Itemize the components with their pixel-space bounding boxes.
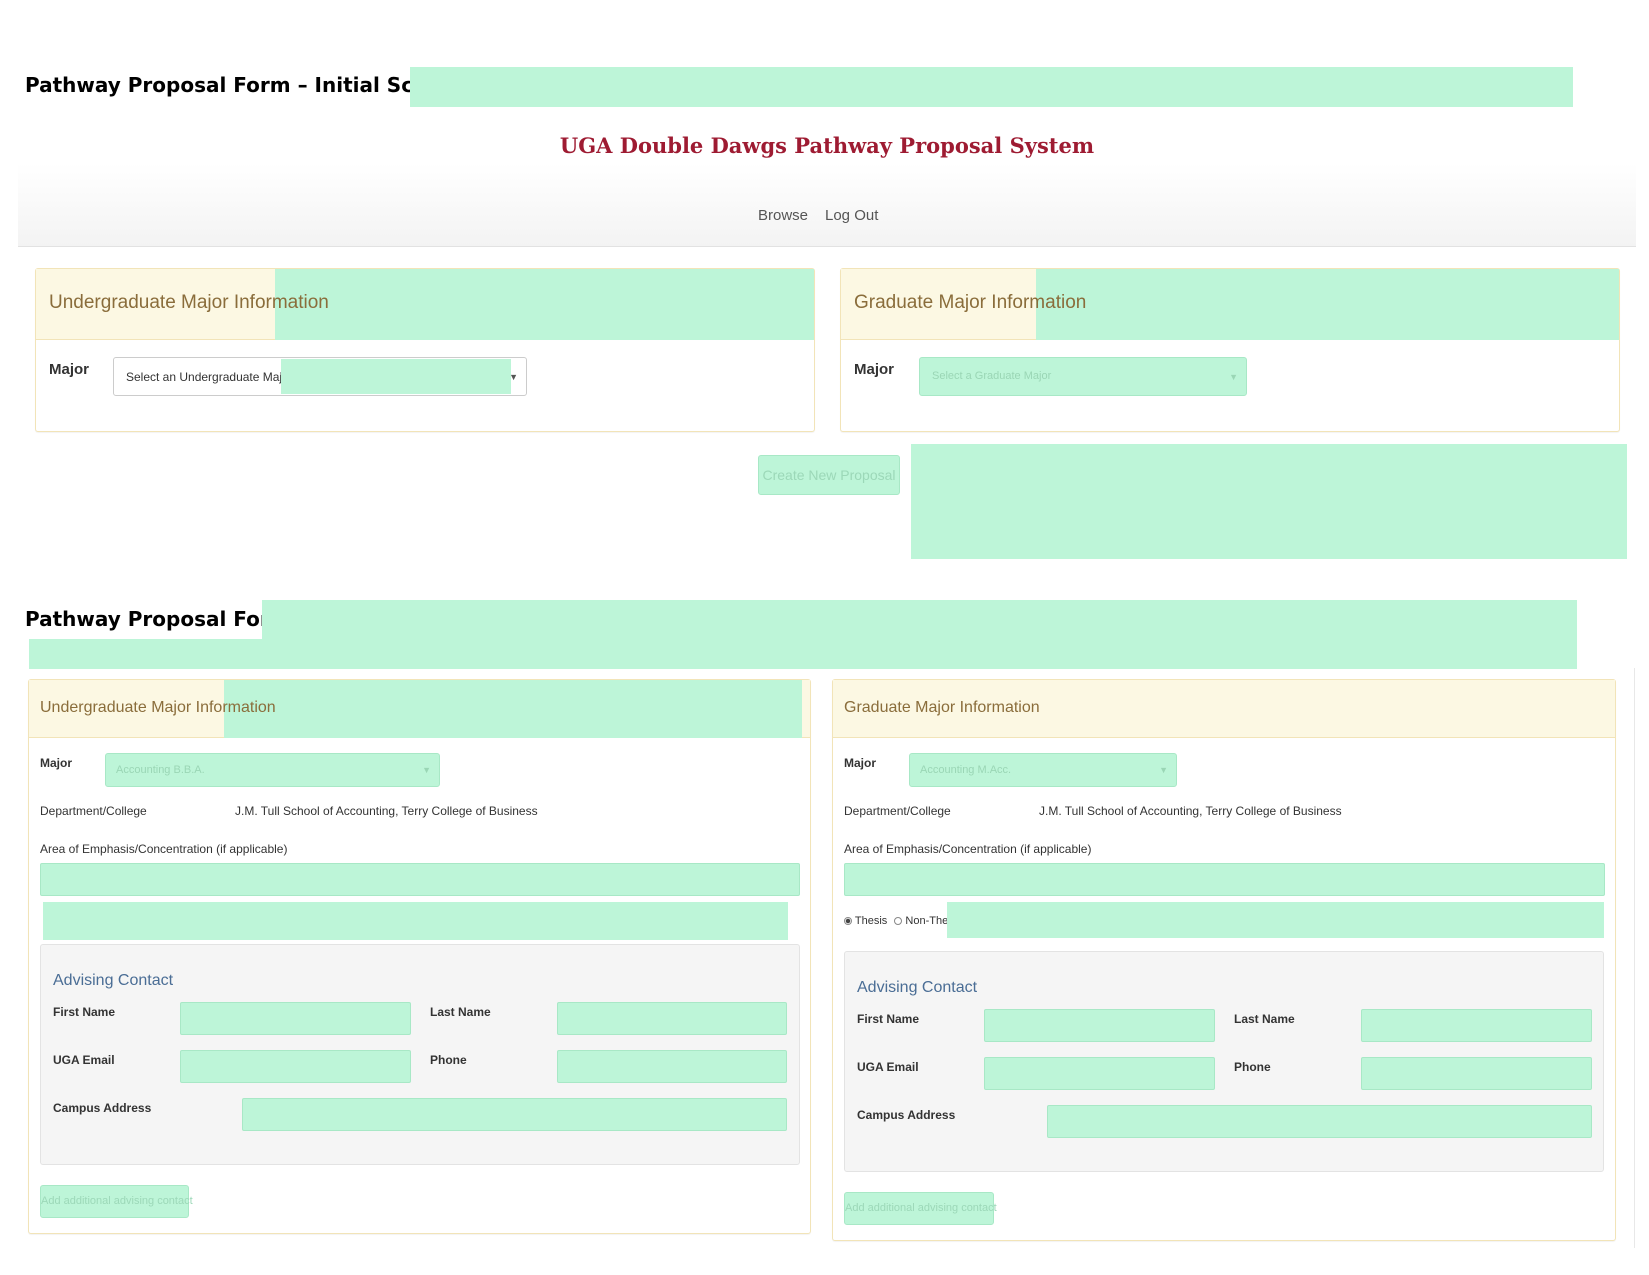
emphasis-input[interactable] <box>40 863 800 896</box>
grad-major-select[interactable]: Select a Graduate Major ▼ <box>919 357 1247 396</box>
form-heading: Pathway Proposal Form: <box>25 607 299 631</box>
first-name-label: First Name <box>53 1005 116 1019</box>
frame-divider <box>1634 668 1635 1248</box>
initial-screen-heading: Pathway Proposal Form – Initial Screen: <box>25 73 473 97</box>
app-header <box>18 118 1636 247</box>
grad-major-select[interactable]: Accounting M.Acc. ▼ <box>909 753 1177 787</box>
department-label: Department/College <box>40 804 147 818</box>
campus-address-input[interactable] <box>1047 1105 1592 1138</box>
advising-contact-title: Advising Contact <box>857 979 978 996</box>
highlight-block <box>43 902 788 940</box>
nav-browse-link[interactable]: Browse <box>758 207 809 224</box>
non-thesis-radio[interactable] <box>894 917 903 926</box>
undergrad-major-select[interactable]: Accounting B.B.A. ▼ <box>105 753 440 787</box>
form-grad-panel: Graduate Major Information Major Account… <box>832 679 1616 1241</box>
first-name-input[interactable] <box>984 1009 1215 1042</box>
department-value: J.M. Tull School of Accounting, Terry Co… <box>1039 804 1342 818</box>
emphasis-input[interactable] <box>844 863 1605 896</box>
major-label: Major <box>844 756 877 770</box>
advising-contact-title: Advising Contact <box>53 972 174 989</box>
highlight-bar <box>410 67 1573 107</box>
panel-heading <box>833 680 1615 738</box>
chevron-down-icon: ▼ <box>1159 765 1168 775</box>
initial-grad-panel: Graduate Major Information Major Select … <box>840 268 1620 432</box>
last-name-input[interactable] <box>1361 1009 1592 1042</box>
campus-address-label: Campus Address <box>857 1108 956 1122</box>
add-advising-contact-button[interactable]: Add additional advising contact <box>844 1192 997 1225</box>
email-input[interactable] <box>984 1057 1215 1090</box>
highlight-block <box>947 902 1604 938</box>
highlight-block <box>275 269 814 340</box>
select-value: Accounting M.Acc. <box>920 764 1012 776</box>
phone-input[interactable] <box>1361 1057 1592 1090</box>
app-title: UGA Double Dawgs Pathway Proposal System <box>559 133 1095 158</box>
last-name-label: Last Name <box>1234 1012 1295 1026</box>
highlight-block <box>224 680 802 738</box>
create-new-proposal-button[interactable]: Create New Proposal <box>758 455 900 495</box>
panel-title: Undergraduate Major Information <box>40 699 276 716</box>
panel-title: Graduate Major Information <box>854 292 1087 313</box>
emphasis-label: Area of Emphasis/Concentration (if appli… <box>40 842 288 856</box>
last-name-input[interactable] <box>557 1002 787 1035</box>
first-name-input[interactable] <box>180 1002 411 1035</box>
major-label: Major <box>40 756 73 770</box>
nav-logout-link[interactable]: Log Out <box>825 207 879 224</box>
initial-undergrad-panel: Undergraduate Major Information Major Se… <box>35 268 815 432</box>
panel-title: Undergraduate Major Information <box>49 292 329 313</box>
phone-label: Phone <box>1234 1060 1271 1074</box>
highlight-block <box>281 359 511 394</box>
advising-contact-well: Advising Contact First Name Last Name UG… <box>844 951 1604 1172</box>
highlight-bar <box>29 639 1577 669</box>
campus-address-input[interactable] <box>242 1098 787 1131</box>
thesis-radio[interactable] <box>844 917 852 926</box>
phone-label: Phone <box>430 1053 467 1067</box>
email-label: UGA Email <box>53 1053 115 1067</box>
campus-address-label: Campus Address <box>53 1101 152 1115</box>
thesis-radio-group: Thesis Non-Thesis <box>844 915 962 927</box>
form-undergrad-panel: Undergraduate Major Information Major Ac… <box>28 679 811 1234</box>
email-input[interactable] <box>180 1050 411 1083</box>
highlight-block <box>911 444 1627 559</box>
add-advising-contact-button[interactable]: Add additional advising contact <box>40 1185 193 1218</box>
major-label: Major <box>49 361 90 378</box>
chevron-down-icon: ▼ <box>509 371 518 382</box>
highlight-block <box>1036 269 1619 340</box>
advising-contact-well: Advising Contact First Name Last Name UG… <box>40 944 800 1165</box>
select-placeholder: Select a Graduate Major <box>932 370 1052 382</box>
phone-input[interactable] <box>557 1050 787 1083</box>
chevron-down-icon: ▼ <box>1229 371 1238 382</box>
department-value: J.M. Tull School of Accounting, Terry Co… <box>235 804 538 818</box>
first-name-label: First Name <box>857 1012 920 1026</box>
email-label: UGA Email <box>857 1060 919 1074</box>
select-value: Accounting B.B.A. <box>116 764 205 776</box>
major-label: Major <box>854 361 895 378</box>
panel-title: Graduate Major Information <box>844 699 1040 716</box>
select-value: Select an Undergraduate Major <box>126 370 293 384</box>
emphasis-label: Area of Emphasis/Concentration (if appli… <box>844 842 1092 856</box>
highlight-bar <box>262 600 1577 640</box>
department-label: Department/College <box>844 804 951 818</box>
thesis-option-label: Thesis <box>854 915 888 927</box>
last-name-label: Last Name <box>430 1005 491 1019</box>
undergrad-major-select[interactable]: Select an Undergraduate Major ▼ <box>113 357 527 396</box>
chevron-down-icon: ▼ <box>422 765 431 775</box>
